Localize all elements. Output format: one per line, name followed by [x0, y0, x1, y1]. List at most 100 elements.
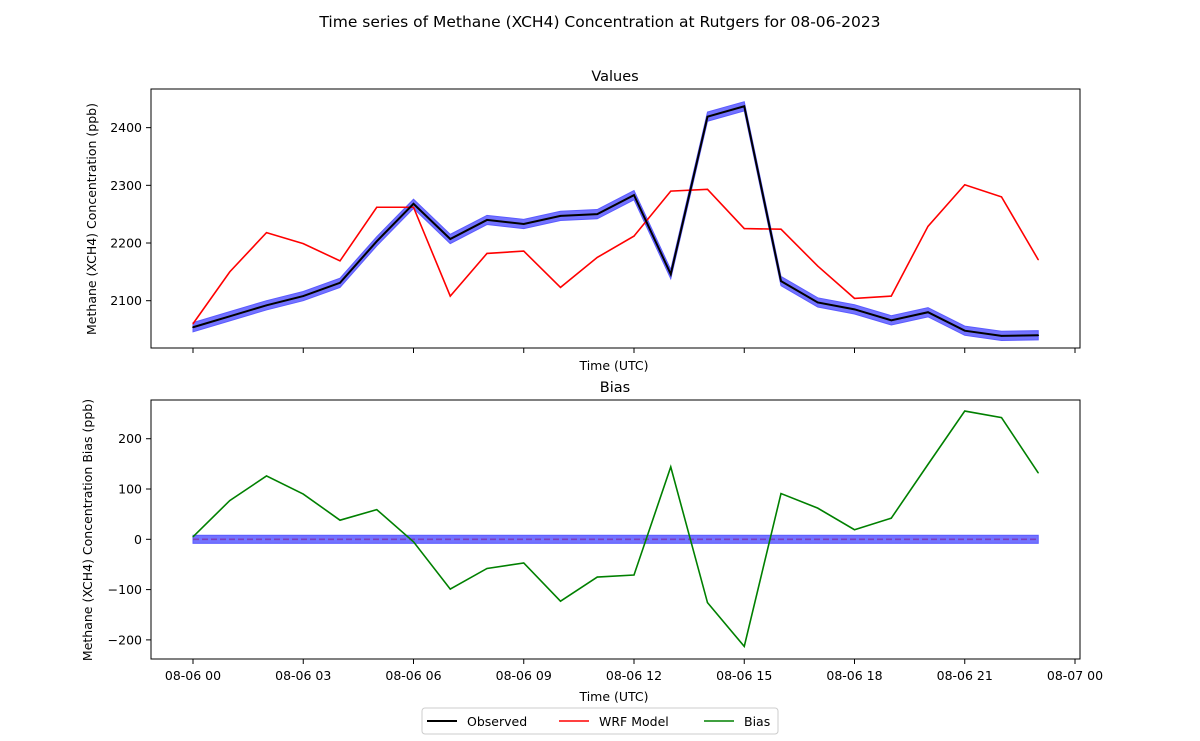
bias-y-tick-label: −100 [108, 582, 142, 597]
wrf-model-point [853, 297, 856, 299]
legend-label-bias: Bias [744, 714, 770, 729]
observed-point [927, 311, 929, 314]
wrf-model-point [302, 242, 304, 245]
wrf-model-point [192, 323, 194, 325]
observed-point [596, 213, 599, 215]
bias-y-tick-label: 100 [118, 482, 142, 497]
observed-point [963, 329, 966, 332]
bias-point [449, 588, 451, 590]
wrf-model-point [743, 227, 745, 230]
bias-point [339, 519, 341, 521]
bias-panel-title: Bias [600, 380, 630, 396]
values-x-axis-label: Time (UTC) [578, 358, 648, 373]
bias-line [192, 410, 1039, 649]
bias-x-ticks: 08-06 00 08-06 03 08-06 06 08-06 09 08-06 12… [165, 659, 1103, 683]
bias-point [302, 493, 304, 495]
bias-point [486, 567, 488, 570]
observed-point [1000, 335, 1003, 337]
figure-title: Time series of Methane (XCH4) Concentrat… [318, 13, 880, 31]
bias-x-tick-label: 08-06 03 [275, 668, 331, 683]
observed-point [375, 240, 378, 243]
bias-point [890, 517, 892, 519]
bias-point [559, 600, 562, 602]
wrf-model-point [265, 232, 268, 234]
bias-x-tick-label: 08-06 15 [716, 668, 772, 683]
bias-x-tick-label: 08-06 18 [826, 668, 882, 683]
bias-point [670, 466, 672, 468]
observed-point [559, 215, 562, 217]
values-y-tick-label: 2300 [110, 178, 142, 193]
observed-point [780, 280, 782, 282]
bias-series-layer [192, 410, 1039, 649]
wrf-model-point [1037, 259, 1039, 261]
bias-point [817, 507, 819, 509]
observed-point [816, 301, 819, 304]
wrf-model-point [890, 295, 892, 297]
values-y-tick-label: 2400 [110, 120, 142, 135]
bias-x-tick-label: 08-06 00 [165, 668, 221, 683]
values-panel-title: Values [591, 69, 638, 85]
legend-box [421, 707, 779, 735]
observed-point [339, 282, 341, 284]
observed-point [743, 105, 746, 108]
bias-point [265, 475, 268, 477]
observed-point [302, 295, 305, 297]
bias-x-tick-label: 08-07 00 [1047, 668, 1103, 683]
values-y-axis-label: Methane (XCH4) Concentration (ppb) [84, 103, 99, 335]
observed-point [1037, 334, 1040, 337]
bias-point [633, 574, 635, 576]
observed-point [228, 315, 231, 318]
bias-point [229, 499, 231, 502]
values-x-ticks [192, 348, 1076, 353]
bias-x-tick-label: 08-06 09 [496, 668, 552, 683]
observed-point [412, 202, 415, 205]
bias-point [964, 410, 966, 412]
values-y-tick-label: 2200 [110, 236, 142, 251]
wrf-model-point [412, 206, 415, 208]
bias-point [706, 602, 709, 604]
values-axes-frame [150, 88, 1081, 349]
wrf-model-point [964, 184, 966, 186]
wrf-model-point [523, 250, 525, 252]
wrf-model-point [376, 206, 378, 208]
bias-x-tick-label: 08-06 06 [385, 668, 441, 683]
bias-point [523, 562, 525, 564]
wrf-model-point [670, 190, 672, 192]
observed-point [890, 319, 893, 322]
wrf-model-point [229, 271, 231, 273]
observed-point [265, 304, 268, 307]
observed-point [486, 219, 488, 221]
observed-point [706, 115, 709, 118]
bias-point [780, 492, 782, 495]
legend-label-observed: Observed [467, 714, 527, 729]
bias-point [192, 536, 194, 538]
wrf-model-point [817, 265, 819, 267]
bias-point [743, 645, 745, 648]
bias-y-tick-label: −200 [108, 632, 142, 647]
bias-point [596, 576, 598, 578]
bias-point [376, 509, 378, 511]
bias-point [853, 529, 856, 531]
bias-axes-frame [150, 399, 1081, 660]
observed-point [192, 326, 194, 329]
wrf-model-point [486, 252, 488, 254]
wrf-model-point [927, 225, 929, 227]
wrf-model-point [339, 260, 341, 262]
legend-label-wrf-model: WRF Model [599, 714, 669, 729]
wrf-model-point [596, 256, 598, 259]
wrf-model-point [449, 295, 451, 297]
values-y-ticks: 2100 2200 2300 2400 [110, 120, 151, 308]
observed-point [669, 273, 672, 275]
bias-y-tick-label: 0 [134, 532, 142, 547]
bias-y-axis-label: Methane (XCH4) Concentration Bias (ppb) [80, 399, 95, 661]
bias-x-tick-label: 08-06 12 [606, 668, 662, 683]
bias-y-ticks: −200 −100 0 100 200 [108, 431, 151, 647]
wrf-model-point [1000, 196, 1003, 198]
observed-uncertainty-band [192, 101, 1039, 342]
wrf-model-point [633, 235, 635, 237]
observed-point [522, 223, 525, 225]
wrf-model-line [192, 183, 1039, 325]
values-series-layer [192, 101, 1040, 342]
